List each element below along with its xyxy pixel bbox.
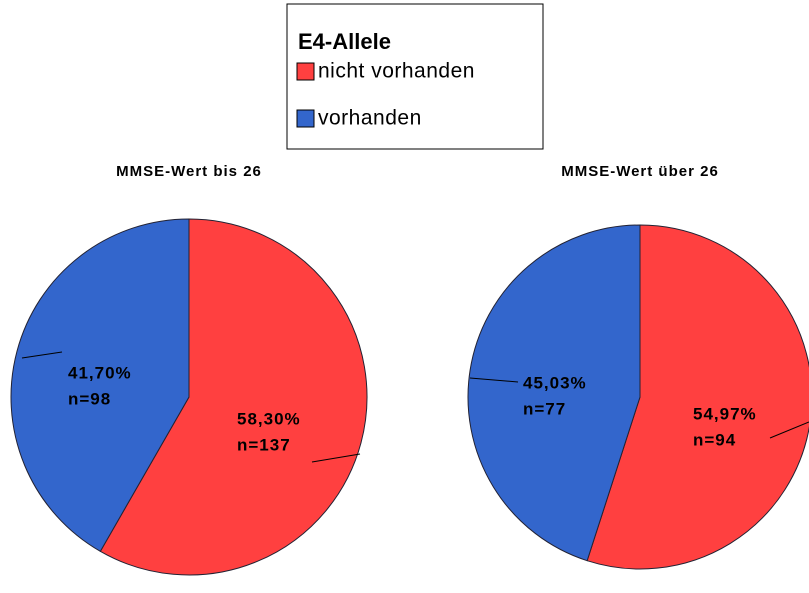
pie-slice	[467, 224, 641, 562]
count-label: n=94	[693, 430, 736, 449]
legend-swatch	[296, 62, 315, 81]
legend-label: nicht vorhanden	[318, 60, 475, 83]
leader-line	[311, 453, 361, 463]
value-label: 45,03%	[523, 373, 587, 392]
count-label: n=77	[523, 399, 566, 418]
leader-line	[769, 421, 809, 439]
leader-line	[21, 351, 63, 359]
count-label: n=137	[237, 435, 291, 454]
pie-slice	[10, 218, 190, 553]
chart-title: MMSE-Wert über 26	[561, 163, 719, 180]
leader-line	[469, 377, 519, 383]
legend-box	[286, 3, 544, 150]
value-label: 41,70%	[68, 363, 132, 382]
chart-title: MMSE-Wert bis 26	[116, 163, 262, 180]
legend-title: E4-Allele	[298, 29, 391, 54]
count-label: n=98	[68, 389, 111, 408]
legend-label: vorhanden	[318, 107, 422, 130]
pie-slice	[586, 224, 809, 570]
value-label: 54,97%	[693, 404, 757, 423]
legend-swatch	[296, 109, 315, 128]
pie-slice	[99, 218, 368, 576]
value-label: 58,30%	[237, 409, 301, 428]
